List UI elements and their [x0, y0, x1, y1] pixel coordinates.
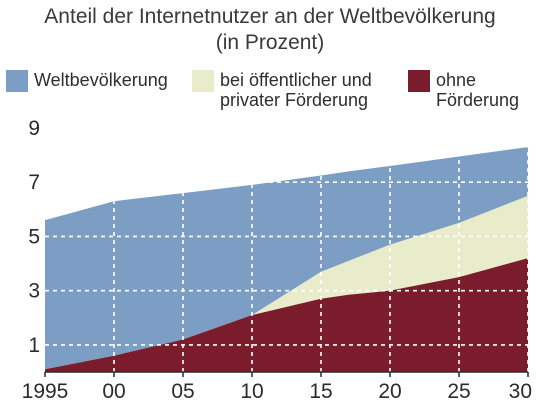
x-tick-label: 1995: [22, 380, 69, 403]
x-tick-label: 20: [378, 380, 401, 403]
legend-label-unfunded: ohne Förderung: [436, 70, 520, 110]
y-tick-label: 1: [28, 334, 40, 357]
chart-ticks: 1 3 5 7 9 1995 00 05 10 15 20 25 30: [22, 117, 532, 403]
x-tick-label: 30: [509, 380, 532, 403]
chart-grid: [45, 127, 529, 372]
chart-areas: [45, 146, 528, 372]
legend-swatch-funded: [192, 70, 214, 92]
y-tick-label: 5: [28, 225, 40, 248]
chart-axes: [44, 371, 529, 377]
x-tick-label: 00: [102, 380, 125, 403]
legend-item-funded: bei öffentlicher und privater Förderung: [192, 70, 372, 110]
legend-item-unfunded: ohne Förderung: [408, 70, 519, 110]
chart-title: Anteil der Internetnutzer an der Weltbev…: [44, 5, 496, 28]
y-tick-label: 7: [28, 171, 40, 194]
x-tick-label: 05: [171, 380, 194, 403]
y-tick-label: 9: [28, 117, 40, 140]
y-tick-label: 3: [28, 280, 40, 303]
legend-label-funded: bei öffentlicher und privater Förderung: [220, 70, 372, 110]
legend-swatch-world: [6, 70, 28, 92]
area-series-2: [45, 258, 528, 372]
x-tick-label: 15: [309, 380, 332, 403]
legend-label-world: Weltbevölkerung: [34, 70, 168, 90]
x-tick-label: 10: [240, 380, 263, 403]
chart-subtitle: (in Prozent): [215, 31, 325, 54]
x-tick-label: 25: [447, 380, 470, 403]
legend-swatch-unfunded: [408, 70, 430, 92]
legend-item-world: Weltbevölkerung: [6, 70, 168, 92]
